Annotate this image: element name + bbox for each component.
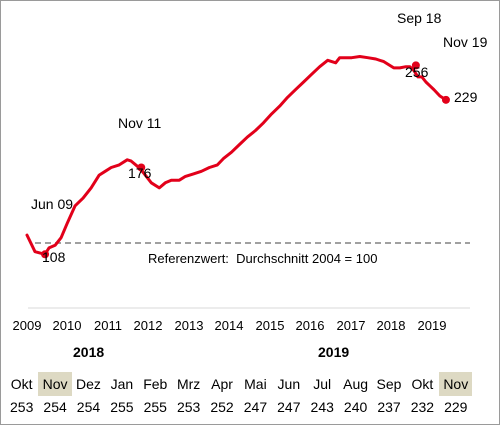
annotation-date-label: Nov 19 <box>443 34 488 50</box>
month-cell: Jan <box>110 376 134 392</box>
x-tick-label: 2017 <box>337 318 366 333</box>
year-label-2019: 2019 <box>318 344 350 360</box>
x-tick-label: 2014 <box>215 318 244 333</box>
x-tick-label: 2018 <box>377 318 406 333</box>
month-cell: Feb <box>143 376 168 392</box>
month-cell: Apr <box>211 376 233 392</box>
x-tick-label: 2010 <box>53 318 82 333</box>
data-marker <box>137 163 146 172</box>
value-cell: 255 <box>110 399 134 415</box>
value-cell: 229 <box>444 399 468 415</box>
reference-label: Referenzwert: Durchschnitt 2004 = 100 <box>148 251 377 266</box>
x-tick-labels: 2009 2010 2011 2012 2013 2014 2015 2016 2017 2018… <box>13 318 447 333</box>
data-marker <box>411 61 420 70</box>
month-cell: Mai <box>244 376 267 392</box>
value-cell: 254 <box>76 399 101 415</box>
x-tick-label: 2016 <box>296 318 325 333</box>
year-label-2018: 2018 <box>73 344 105 360</box>
series-markers <box>41 61 450 259</box>
value-cell: 253 <box>10 399 34 415</box>
x-tick-label: 2019 <box>418 318 447 333</box>
month-cell: Jun <box>277 376 301 392</box>
annotation-value-label: 176 <box>128 165 152 181</box>
month-cell: Okt <box>10 376 33 392</box>
series-line <box>25 55 448 256</box>
annotation-value-label: 256 <box>405 64 429 80</box>
line-chart: Referenzwert: Durchschnitt 2004 = 100 20… <box>13 10 488 333</box>
monthly-values-table: Okt Nov Dez Jan Feb Mrz Apr Mai Jun Jul Aug Sep Okt N… <box>5 372 473 418</box>
annotations: Jun 09 108 Nov 11 176 Sep 18 256 Nov 19 229 <box>31 10 488 265</box>
annotation-date-label: Nov 11 <box>118 115 162 131</box>
x-tick-label: 2015 <box>256 318 285 333</box>
value-cell: 252 <box>210 399 234 415</box>
x-tick-label: 2009 <box>13 318 42 333</box>
x-tick-label: 2013 <box>175 318 204 333</box>
year-row: 2018 2019 <box>0 344 500 366</box>
value-cell: 232 <box>410 399 435 415</box>
month-cell: Nov <box>439 372 473 396</box>
value-cell: 255 <box>143 399 167 415</box>
x-tick-label: 2011 <box>94 318 122 333</box>
month-cell: Mrz <box>176 376 201 392</box>
value-cell: 247 <box>277 399 301 415</box>
month-cell: Dez <box>76 376 101 392</box>
annotation-value-label: 108 <box>42 249 66 265</box>
annotation-value-label: 229 <box>454 89 478 105</box>
value-cell: 237 <box>377 399 401 415</box>
value-cell: 253 <box>176 399 201 415</box>
annotation-date-label: Jun 09 <box>31 196 73 212</box>
data-marker <box>441 95 450 104</box>
month-cell: Okt <box>411 376 434 392</box>
month-row: Okt Nov Dez Jan Feb Mrz Apr Mai Jun Jul Aug Sep Okt N… <box>5 372 473 396</box>
month-cell: Jul <box>313 376 332 392</box>
value-cell: 243 <box>310 399 334 415</box>
month-cell: Aug <box>343 376 369 392</box>
value-cell: 247 <box>243 399 268 415</box>
value-cell: 254 <box>43 399 67 415</box>
month-cell: Sep <box>376 376 402 392</box>
value-cell: 240 <box>343 399 368 415</box>
data-marker <box>41 250 50 259</box>
value-row: 253 254 254 255 255 253 252 247 247 243 240 237 232 2… <box>5 396 472 418</box>
x-tick-label: 2012 <box>134 318 163 333</box>
annotation-date-label: Sep 18 <box>397 10 442 26</box>
month-cell: Nov <box>38 372 72 396</box>
